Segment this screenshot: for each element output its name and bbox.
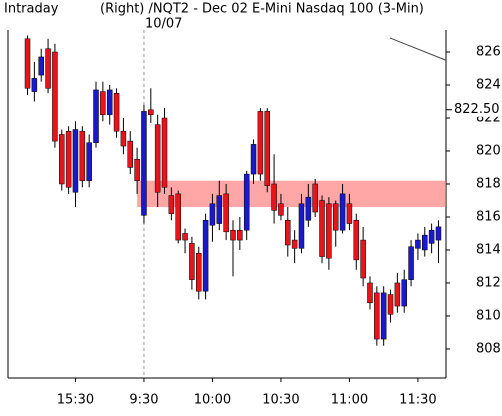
x-tick-label: 10:30	[262, 393, 299, 408]
candle-body	[52, 51, 58, 142]
candle-body	[223, 193, 229, 233]
candle-body	[285, 220, 291, 246]
candle-body	[38, 56, 44, 76]
candle-body	[120, 130, 127, 147]
y-tick-label: 816	[476, 209, 501, 224]
x-tick-label: 11:30	[399, 393, 436, 408]
x-tick-label: 15:30	[57, 393, 94, 408]
candle-body	[243, 173, 250, 231]
candle-body	[332, 203, 339, 231]
candle-body	[65, 130, 72, 188]
candle-body	[72, 129, 79, 193]
candle-body	[278, 203, 284, 216]
candle-body	[326, 203, 332, 259]
y-tick-label: 810	[476, 308, 501, 323]
candle-body	[59, 134, 65, 185]
candle-body	[86, 142, 92, 181]
x-tick-label: 10:00	[194, 393, 231, 408]
candle-body	[353, 220, 360, 261]
candle-body	[374, 292, 380, 340]
candle-body	[367, 282, 373, 304]
candle-body	[148, 109, 154, 115]
candle-body	[387, 294, 394, 315]
candle-body	[339, 193, 346, 231]
candle-body	[168, 195, 175, 214]
candle-body	[394, 282, 401, 307]
candle-body	[216, 195, 223, 224]
y-tick-label: 814	[476, 242, 501, 257]
candle-body	[195, 253, 202, 292]
candle-body	[264, 111, 270, 186]
y-tick-label: 820	[476, 143, 501, 158]
candle-body	[237, 229, 243, 241]
candle-body	[113, 92, 120, 132]
candle-body	[298, 203, 305, 249]
session-label: 10/07	[145, 17, 182, 32]
candle-body	[182, 233, 188, 241]
candle-body	[134, 158, 140, 181]
x-tick-label: 11:00	[331, 393, 368, 408]
price-label: 822.50	[454, 102, 500, 117]
chart-subtitle: (Right) /NQT2 - Dec 02 E-Mini Nasdaq 100…	[100, 2, 424, 17]
candle-body	[380, 292, 387, 340]
candle-body	[127, 140, 134, 168]
candle-body	[360, 239, 366, 279]
candle-body	[175, 193, 181, 241]
highlight-band	[137, 180, 447, 208]
y-tick-label: 818	[476, 176, 501, 191]
candle-body	[305, 196, 312, 221]
y-tick-label: 808	[476, 341, 501, 356]
candle-body	[415, 239, 421, 249]
candle-body	[250, 144, 257, 175]
candle-body	[189, 243, 195, 280]
candle-body	[408, 246, 414, 280]
candle-body	[209, 203, 216, 226]
candle-body	[257, 111, 264, 175]
candle-body	[312, 183, 318, 213]
candle-body	[161, 117, 168, 188]
candle-body	[24, 38, 31, 89]
candle-body	[93, 89, 99, 143]
candle-body	[45, 48, 51, 89]
candle-body	[106, 89, 113, 115]
y-tick-label: 824	[476, 77, 501, 92]
candle-body	[346, 203, 353, 224]
candle-body	[141, 111, 147, 216]
candle-body	[230, 229, 236, 241]
candle-body	[435, 226, 442, 241]
candle-body	[319, 200, 325, 257]
y-tick-label: 826	[476, 44, 501, 59]
y-tick-label: 812	[476, 275, 501, 290]
candle-body	[271, 183, 277, 211]
candle-body	[154, 124, 161, 193]
price-label-bg	[452, 101, 502, 117]
candle-body	[291, 239, 298, 249]
candle-body	[428, 229, 435, 244]
candle-body	[100, 91, 106, 115]
candle-body	[401, 279, 407, 307]
trendline	[389, 37, 447, 61]
candle-body	[31, 78, 38, 92]
candle-body	[79, 130, 86, 181]
x-tick-label: 9:30	[129, 393, 158, 408]
candle-body	[422, 234, 428, 251]
chart-title: Intraday	[4, 2, 59, 17]
candle-body	[202, 220, 209, 292]
